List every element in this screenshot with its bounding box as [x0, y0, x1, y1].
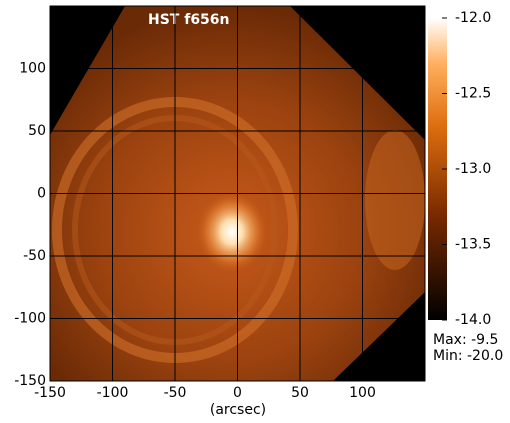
- x-tick-label: -50: [164, 385, 187, 401]
- x-axis-label: (arcsec): [210, 402, 266, 418]
- y-tick-label: 0: [37, 186, 46, 202]
- y-tick-label: -50: [23, 248, 46, 264]
- y-tick-label: -100: [14, 311, 46, 327]
- chart-title: HST f656n: [148, 12, 230, 28]
- colorbar-tick-label: -13.0: [455, 161, 491, 177]
- colorbar-tick-label: -14.0: [455, 312, 491, 328]
- x-tick-label: -100: [97, 385, 129, 401]
- y-tick-label: 50: [28, 123, 46, 139]
- annotation: Min: -20.0: [433, 348, 503, 364]
- annotation: Max: -9.5: [433, 332, 498, 348]
- x-tick-label: 0: [233, 385, 242, 401]
- y-tick-label: -150: [14, 373, 46, 389]
- colorbar-tick-label: -12.5: [455, 86, 491, 102]
- x-tick-label: 100: [349, 385, 376, 401]
- colorbar-tick-label: -13.5: [455, 237, 491, 253]
- y-tick-label: 100: [19, 61, 46, 77]
- x-tick-label: 50: [291, 385, 309, 401]
- chart: HST f656n (arcsec) Max: -9.5 Min: -20.0 …: [0, 0, 510, 423]
- colorbar-tick-label: -12.0: [455, 10, 491, 26]
